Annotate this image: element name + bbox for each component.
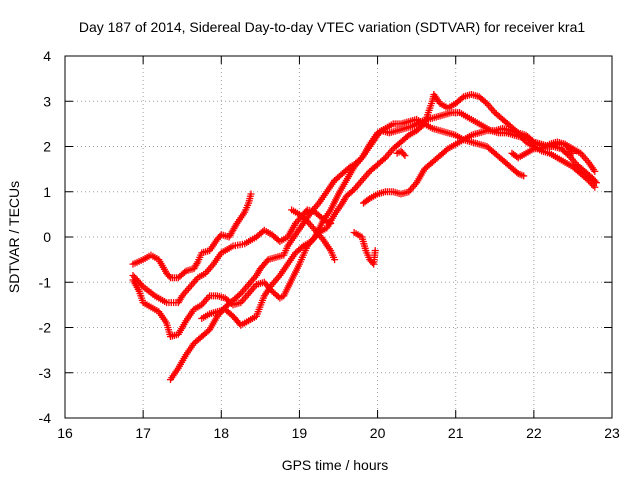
x-tick-label: 16 <box>57 425 73 441</box>
chart: Day 187 of 2014, Sidereal Day-to-day VTE… <box>0 0 640 480</box>
y-tick-label: 0 <box>43 229 51 245</box>
y-tick-label: 2 <box>43 139 51 155</box>
series-arc-5 <box>198 91 598 329</box>
x-tick-labels: 16 17 18 19 20 21 22 23 <box>57 425 620 441</box>
data-point <box>591 184 598 191</box>
x-tick-label: 18 <box>213 425 229 441</box>
x-axis-label: GPS time / hours <box>282 457 389 473</box>
y-tick-labels: -4 -3 -2 -1 0 1 2 3 4 <box>39 48 52 426</box>
x-tick-label: 22 <box>526 425 542 441</box>
chart-title: Day 187 of 2014, Sidereal Day-to-day VTE… <box>79 19 585 35</box>
series-arc-8 <box>360 125 598 207</box>
series-arc-1 <box>129 191 254 282</box>
y-tick-label: -3 <box>39 365 52 381</box>
y-tick-label: -4 <box>39 410 52 426</box>
y-tick-label: 1 <box>43 184 51 200</box>
x-tick-label: 20 <box>370 425 386 441</box>
y-tick-label: 3 <box>43 93 51 109</box>
y-tick-label: 4 <box>43 48 51 64</box>
y-tick-label: -1 <box>39 274 52 290</box>
y-axis-label: SDTVAR / TECUs <box>6 181 22 293</box>
grid <box>65 56 612 418</box>
series-arc-7 <box>351 229 379 268</box>
x-tick-label: 23 <box>604 425 620 441</box>
x-tick-label: 21 <box>448 425 464 441</box>
x-tick-label: 19 <box>292 425 308 441</box>
x-tick-label: 17 <box>135 425 151 441</box>
y-tick-label: -2 <box>39 320 52 336</box>
